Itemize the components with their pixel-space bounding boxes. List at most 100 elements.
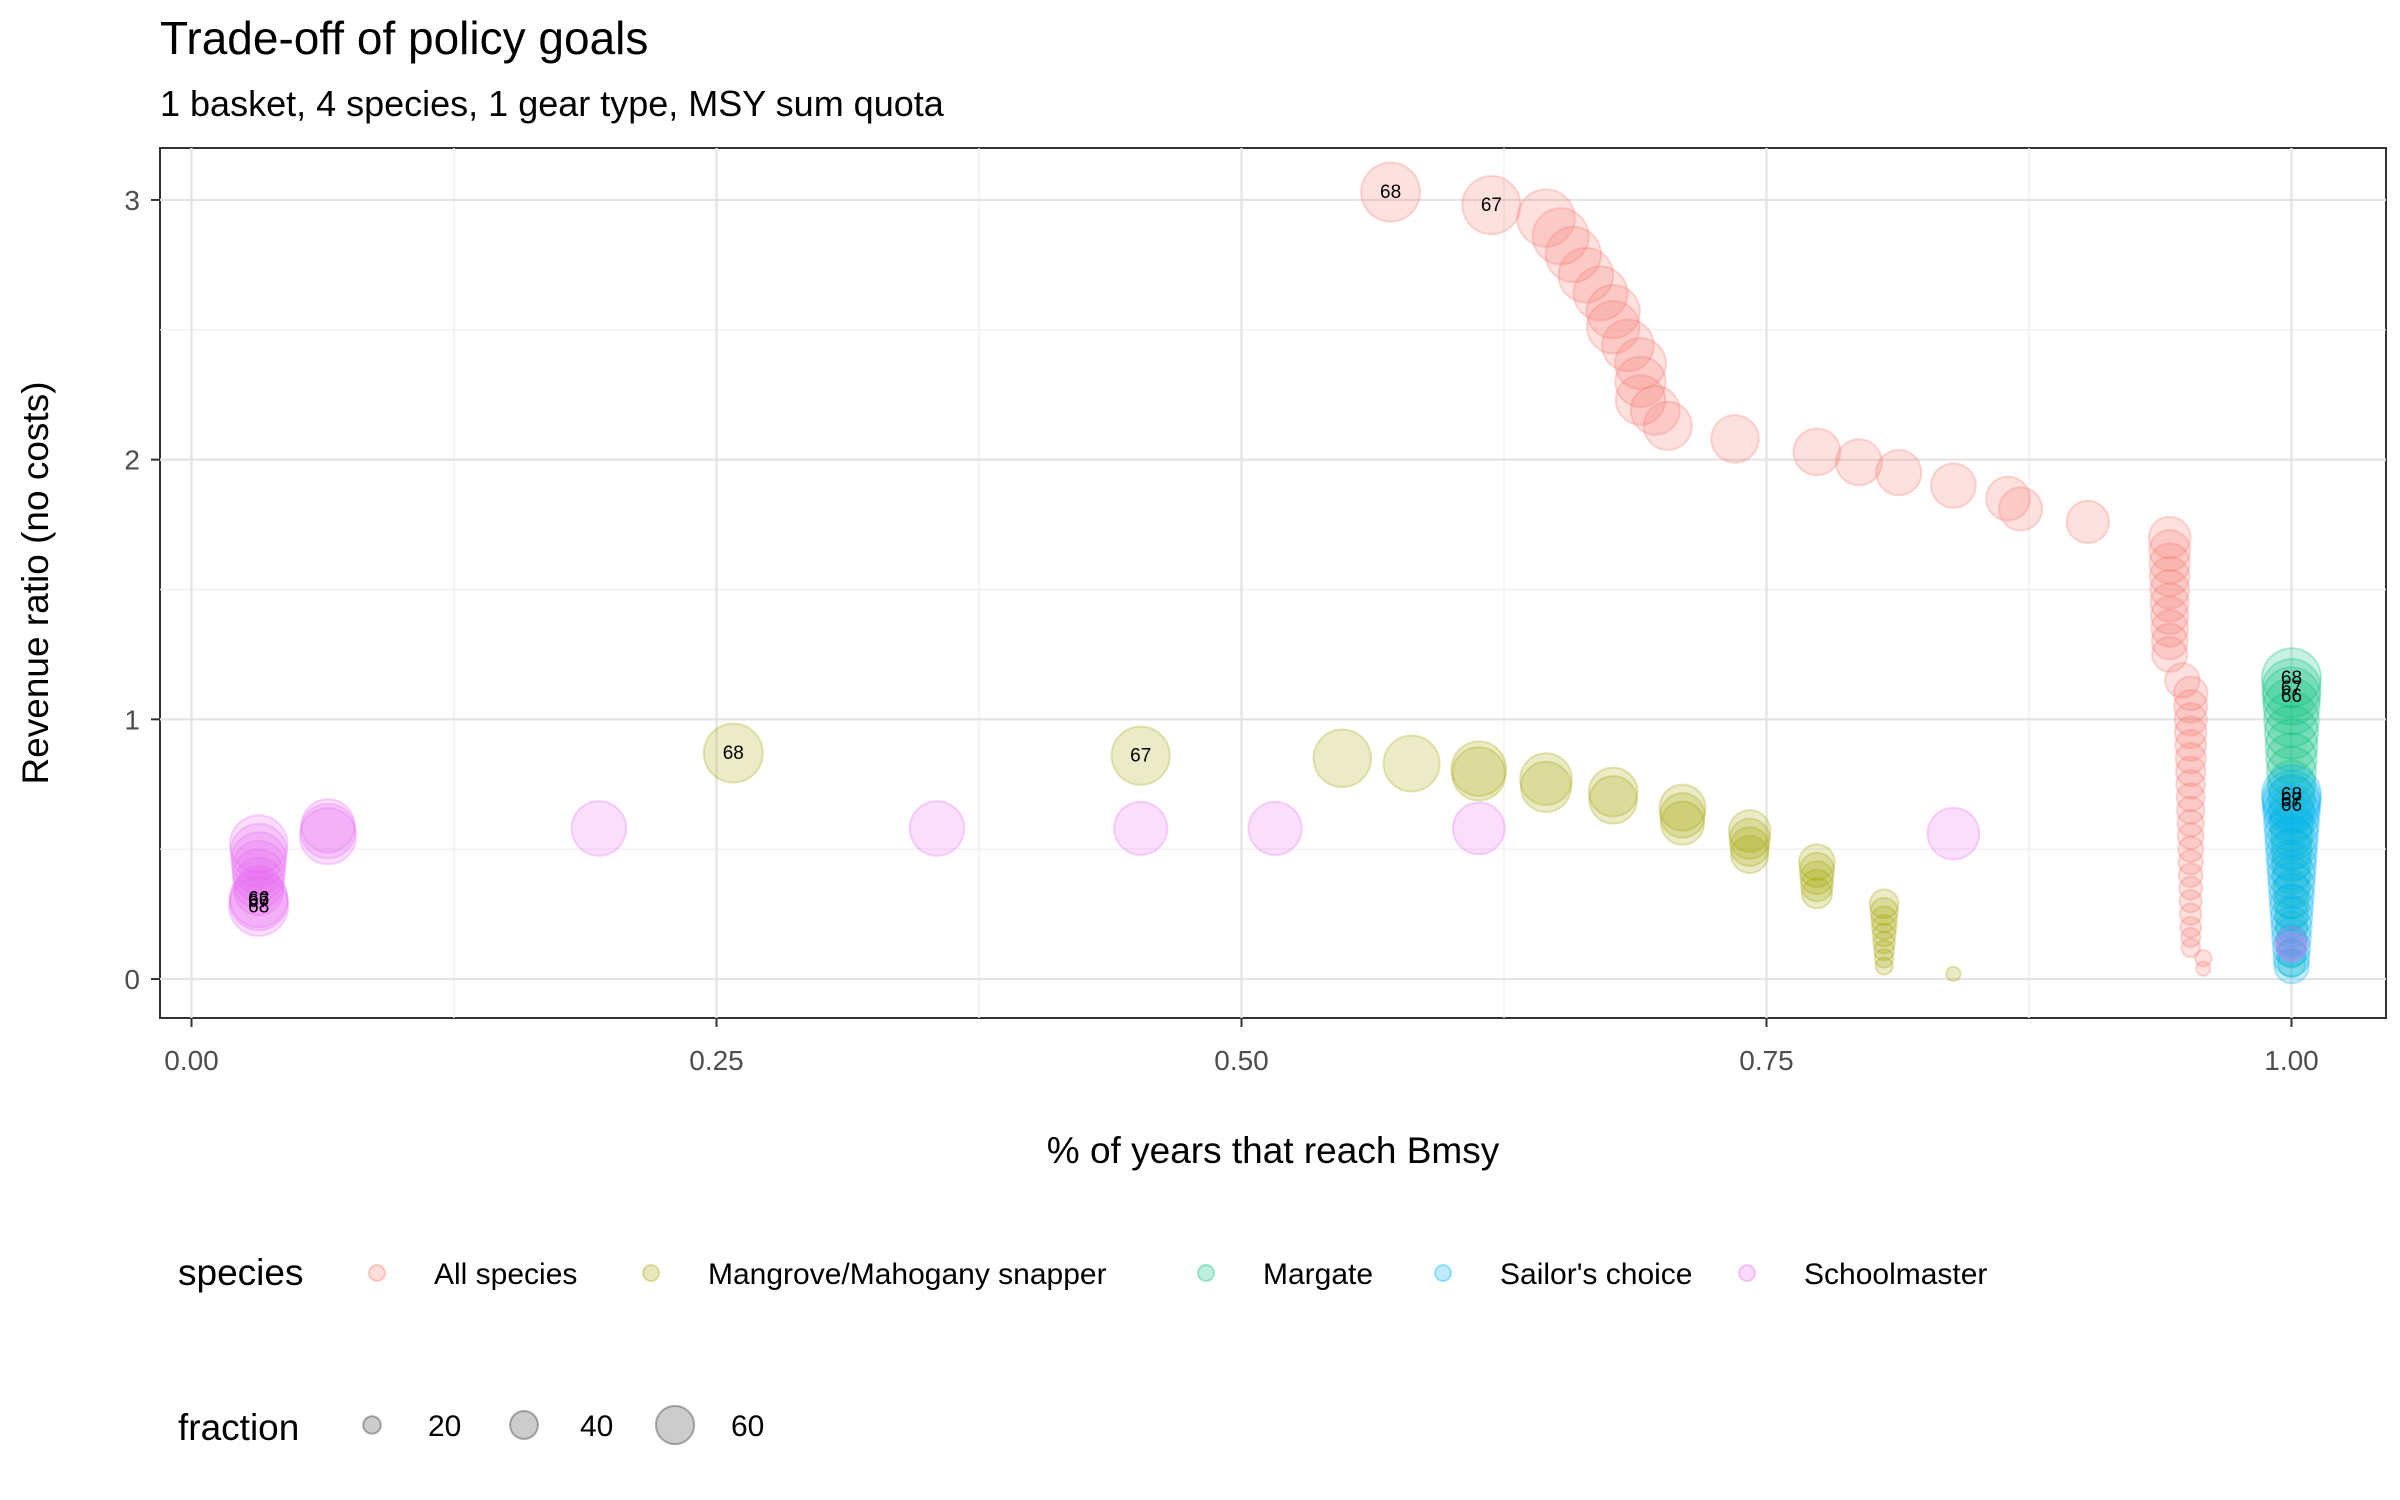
data-point [2261,769,2322,830]
data-point [1557,246,1615,304]
legend-key-schoolmaster [1738,1264,1756,1282]
data-point [1797,843,1836,882]
data-point [2261,658,2322,719]
data-point [2262,677,2321,736]
data-point [1519,752,1573,806]
x-axis-title: % of years that reach Bmsy [1047,1130,1500,1171]
legend-key-sailor-s-choice [1434,1264,1452,1282]
plot-panel [159,147,2387,1019]
series-all-species [1360,161,2213,977]
data-point [2263,794,2320,852]
data-point [1873,947,1895,969]
legend-key-mangrove-mahogany-snapper [642,1264,660,1282]
data-point [1614,374,1667,426]
data-point [1659,792,1706,839]
data-point [2273,896,2310,932]
data-point [2270,828,2313,871]
data-point [2272,869,2311,908]
data-point [229,822,288,881]
data-point [2149,569,2191,610]
data-point [2269,894,2314,939]
data-point [231,848,286,903]
series-schoolmaster [228,798,2309,964]
data-point [1629,384,1681,436]
size-legend-label: 60 [731,1410,764,1443]
series-margate [2261,647,2322,979]
data-point [1871,922,1897,948]
data-point [2276,932,2307,964]
size-legend-label: 40 [580,1410,613,1443]
data-point [1985,475,2031,522]
data-point [228,814,289,874]
data-point [298,807,358,866]
series-sailor-s-choice [2261,764,2322,985]
data-point [1869,896,1899,927]
data-point [2178,875,2204,901]
data-point [908,800,966,857]
data-point [2177,862,2204,889]
data-point [1588,775,1638,825]
legend-label: Mangrove/Mahogany snapper [708,1258,1107,1291]
color-legend: species All species Mangrove/Mahogany sna… [178,1252,1987,1293]
data-point [1710,414,1760,464]
data-point [1730,834,1770,875]
data-point [2272,939,2311,978]
data-point [2271,855,2312,895]
legend-label: Margate [1263,1258,1373,1291]
data-point [1659,800,1706,846]
data-point [1873,939,1896,962]
data-point [2267,861,2316,910]
data-point [2173,715,2208,750]
data-point [1945,965,1962,983]
data-point [1874,956,1894,976]
data-point [2195,960,2212,977]
x-tick-label: 0.75 [1739,1045,1794,1076]
data-point [1544,225,1602,284]
point-label: 68 [723,743,744,764]
y-tick-label: 2 [124,445,140,476]
data-point [2261,764,2322,826]
data-point [1872,930,1896,955]
data-point [1614,355,1667,408]
data-point [2276,948,2307,979]
data-point [1451,746,1507,802]
data-point [2180,926,2202,949]
data-point [1728,817,1771,860]
data-point [2264,718,2319,773]
data-point [2172,675,2209,712]
data-point [2179,915,2203,939]
size-key-20 [362,1415,382,1435]
legend-label: Sailor's choice [1500,1258,1692,1291]
data-point [1360,161,1422,223]
data-point [2176,808,2205,838]
data-point [2148,529,2192,573]
data-point [2271,841,2312,883]
data-point [1572,265,1629,322]
color-legend-title: species [178,1252,303,1293]
data-point [2268,786,2315,834]
data-point [2276,937,2307,969]
y-axis-title: Revenue ratio (no costs) [15,381,56,784]
data-point [2148,542,2191,585]
y-tick-label: 3 [124,185,140,216]
data-point [1247,800,1303,857]
data-point [2149,582,2190,623]
point-label: 67 [1130,746,1151,767]
data-point [230,831,288,888]
size-legend-title: fraction [178,1407,299,1448]
data-point [1585,299,1641,355]
x-tick-label: 0.50 [1214,1045,1269,1076]
y-tick-label: 0 [124,964,140,995]
data-point [228,875,290,937]
data-point [2268,883,2315,929]
data-point [2270,905,2313,949]
data-point [1998,486,2044,532]
data-point [2266,745,2317,797]
data-point [2268,800,2315,846]
point-label: 67 [248,891,269,912]
data-point [1516,188,1576,248]
data-point [2261,775,2322,835]
data-point [2176,822,2205,851]
data-point [2268,872,2315,920]
